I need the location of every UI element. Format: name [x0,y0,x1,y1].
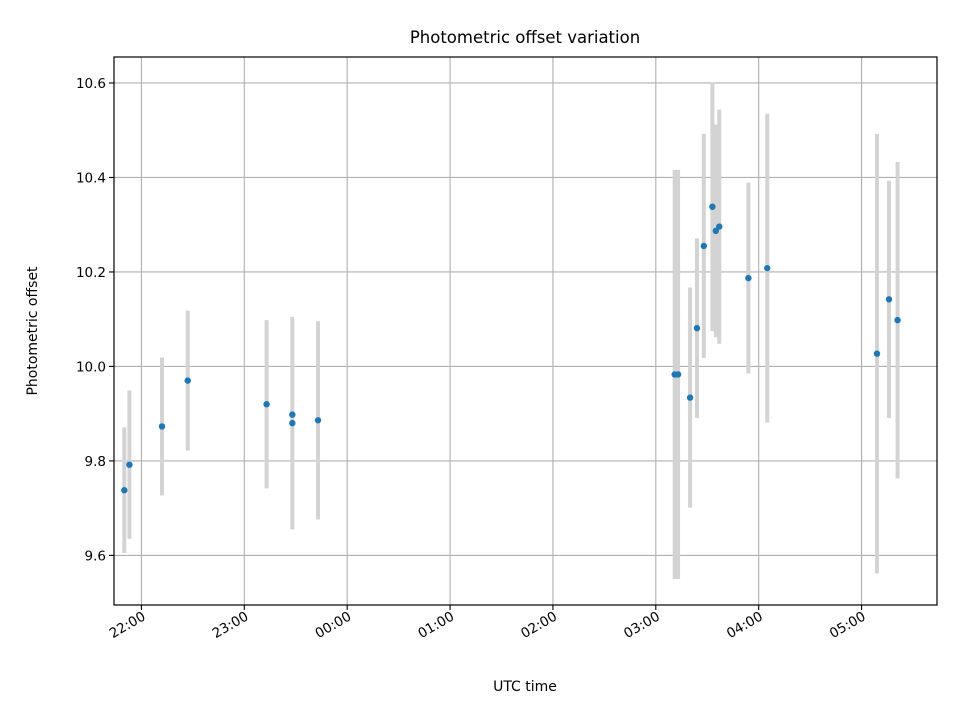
data-point [764,264,771,272]
y-tick-label: 10.6 [76,76,106,92]
y-axis-label: Photometric offset [25,266,41,396]
y-tick-label: 9.6 [85,548,106,564]
data-point [712,227,720,235]
data-point [263,401,270,408]
data-point [885,296,893,303]
data-point [184,377,191,384]
data-point [686,394,694,401]
data-point [158,423,166,430]
y-axis-ticks: 9.6 9.8 10.0 10.2 10.4 10.6 [76,76,114,564]
data-points [121,203,901,494]
data-point [674,371,682,378]
data-point [289,411,296,418]
y-tick-label: 10.2 [76,265,106,281]
data-point [894,316,901,324]
data-point [873,350,881,357]
x-axis-label: UTC time [493,679,557,695]
data-point [314,417,322,424]
y-tick-label: 10.4 [76,170,106,186]
plot-frame [113,56,938,606]
data-point [700,242,708,250]
data-point [709,203,716,210]
data-point [126,461,133,468]
data-point [745,274,752,282]
grid [114,57,937,605]
data-point [289,419,296,427]
data-point [693,324,701,332]
data-point [121,487,128,494]
chart-title: Photometric offset variation [410,28,640,47]
y-tick-label: 9.8 [85,454,106,470]
y-tick-label: 10.0 [76,359,106,375]
data-point [716,223,723,230]
